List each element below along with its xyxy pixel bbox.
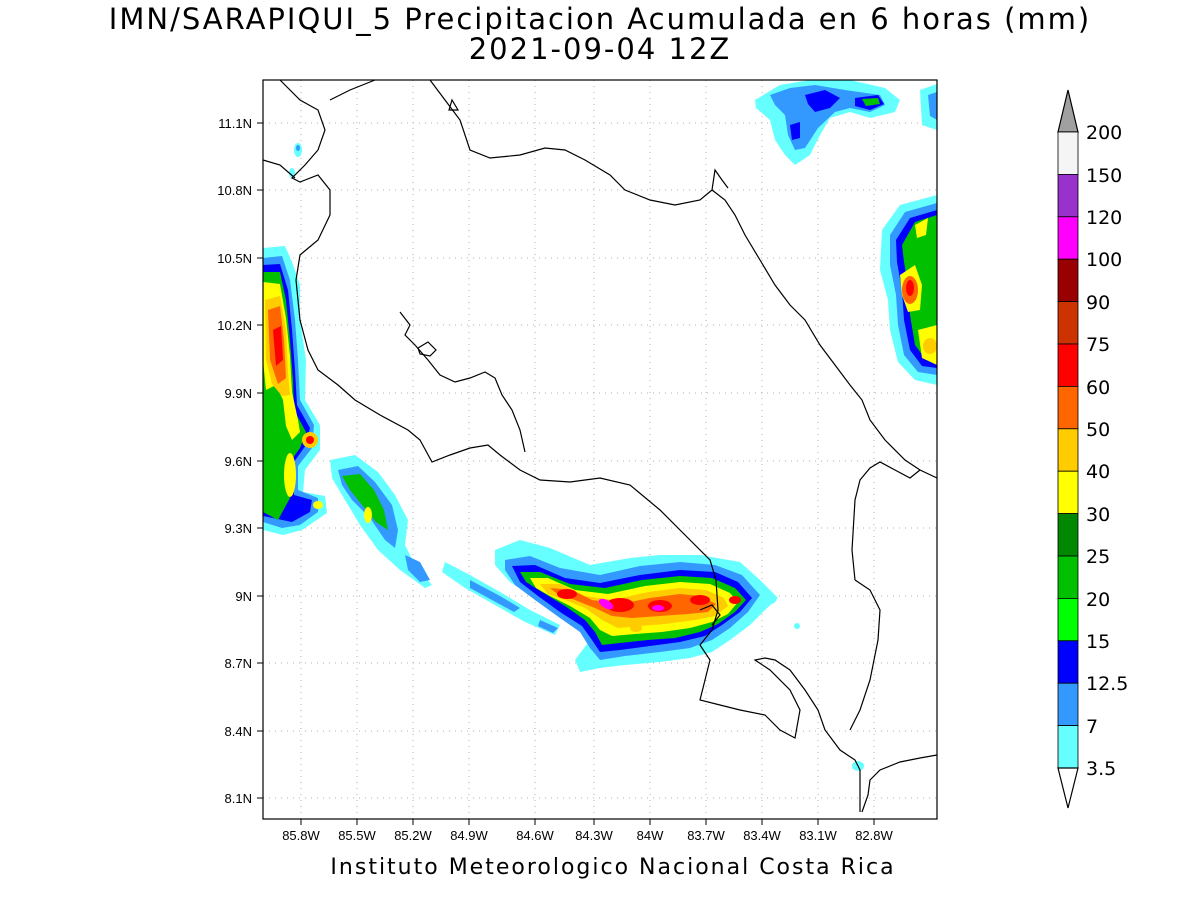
colorbar-label: 60	[1086, 377, 1110, 399]
lon-label: 84.6W	[516, 828, 554, 843]
colorbar-label: 120	[1086, 207, 1122, 229]
lon-label: 82.8W	[855, 828, 893, 843]
longitude-labels: 85.8W 85.5W 85.2W 84.9W 84.6W 84.3W 84W …	[282, 828, 893, 843]
precipitation-field	[263, 80, 937, 771]
colorbar-swatch	[1057, 470, 1079, 515]
lat-label: 8.4N	[225, 724, 252, 739]
colorbar-label: 12.5	[1086, 673, 1128, 695]
footer-credit: Instituto Meteorologico Nacional Costa R…	[330, 855, 896, 880]
map-background	[263, 80, 937, 819]
latitude-labels: 11.1N 10.8N 10.5N 10.2N 9.9N 9.6N 9.3N 9…	[217, 116, 252, 806]
lon-label: 83.4W	[743, 828, 781, 843]
colorbar-swatch	[1057, 513, 1079, 557]
lon-label: 84W	[637, 828, 664, 843]
colorbar-swatches	[1057, 131, 1079, 769]
colorbar-swatch	[1057, 131, 1079, 175]
colorbar-swatch	[1057, 428, 1079, 472]
coastlines	[262, 79, 938, 813]
colorbar-swatch	[1057, 216, 1079, 260]
lat-label: 10.5N	[217, 251, 252, 266]
colorbar-label: 25	[1086, 546, 1110, 568]
colorbar-swatch	[1057, 173, 1079, 218]
colorbar: 200 150 120 100 90 75 60 50 40 30 25 20 …	[1057, 89, 1128, 809]
colorbar-label: 3.5	[1086, 758, 1116, 780]
colorbar-bottom-triangle	[1057, 767, 1079, 809]
colorbar-label: 40	[1086, 461, 1110, 483]
lat-label: 9.6N	[225, 454, 252, 469]
lon-label: 85.5W	[338, 828, 376, 843]
lon-label: 85.8W	[282, 828, 320, 843]
lat-label: 11.1N	[218, 116, 252, 131]
colorbar-label: 200	[1086, 122, 1122, 144]
chart-subtitle: 2021-09-04 12Z	[468, 32, 732, 66]
lat-label: 9.3N	[225, 521, 252, 536]
lon-label: 83.7W	[687, 828, 725, 843]
colorbar-swatch	[1057, 640, 1079, 684]
colorbar-label: 50	[1086, 419, 1110, 441]
rain-band-east	[880, 195, 937, 385]
lat-label: 10.2N	[217, 318, 252, 333]
colorbar-label: 90	[1086, 292, 1110, 314]
map-frame	[262, 79, 938, 820]
rain-band-northeast	[755, 80, 937, 165]
colorbar-swatch	[1057, 385, 1079, 430]
colorbar-swatch	[1057, 555, 1079, 599]
lat-label: 8.7N	[225, 656, 252, 671]
lat-label: 8.1N	[225, 791, 252, 806]
lat-label: 9.9N	[225, 386, 252, 401]
rain-band-offshore	[330, 455, 560, 635]
colorbar-swatch	[1057, 725, 1079, 769]
lat-label: 10.8N	[217, 183, 252, 198]
colorbar-swatch	[1057, 343, 1079, 387]
colorbar-label: 15	[1086, 631, 1110, 653]
rain-band-south	[495, 540, 864, 771]
lon-label: 83.1W	[799, 828, 837, 843]
colorbar-swatch	[1057, 301, 1079, 345]
colorbar-swatch	[1057, 598, 1079, 642]
colorbar-top-triangle	[1057, 89, 1079, 133]
colorbar-label: 100	[1086, 249, 1122, 271]
colorbar-label: 75	[1086, 334, 1110, 356]
lat-label: 9N	[235, 589, 252, 604]
rain-band-west	[263, 143, 327, 535]
lon-label: 84.9W	[450, 828, 488, 843]
axis-ticks	[257, 122, 875, 825]
colorbar-labels: 200 150 120 100 90 75 60 50 40 30 25 20 …	[1086, 122, 1128, 780]
colorbar-label: 20	[1086, 589, 1110, 611]
colorbar-swatch	[1057, 682, 1079, 727]
colorbar-label: 30	[1086, 504, 1110, 526]
lon-label: 85.2W	[394, 828, 432, 843]
chart-title: IMN/SARAPIQUI_5 Precipitacion Acumulada …	[108, 2, 1092, 36]
colorbar-swatch	[1057, 258, 1079, 303]
map-panel: 11.1N 10.8N 10.5N 10.2N 9.9N 9.6N 9.3N 9…	[217, 79, 938, 843]
lon-label: 84.3W	[575, 828, 613, 843]
colorbar-label: 7	[1086, 716, 1098, 738]
colorbar-label: 150	[1086, 165, 1122, 187]
